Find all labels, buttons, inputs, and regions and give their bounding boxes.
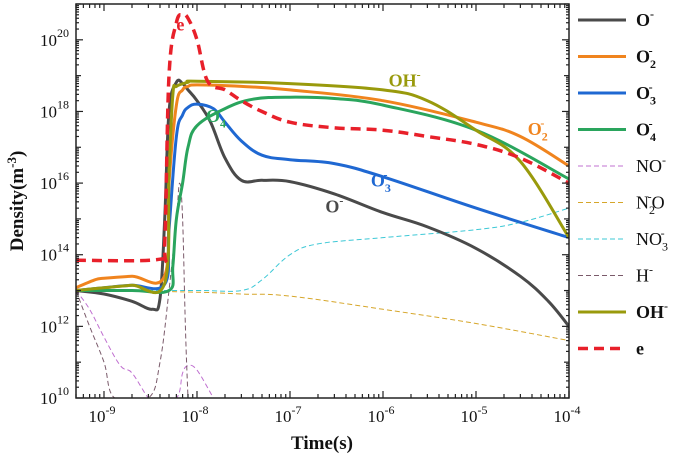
curve-label-2: O3-: [371, 167, 391, 195]
x-tick-label: 10-9: [88, 403, 115, 426]
plot-curves: [76, 12, 569, 398]
legend-label-7: H-: [636, 262, 653, 285]
curve-label-0: O-: [325, 194, 343, 217]
series-line-5: [76, 289, 569, 342]
y-axis-label: Density(m-3): [4, 151, 28, 252]
legend-label-3: O4-: [636, 116, 656, 143]
x-tick-label: 10-4: [554, 403, 581, 426]
legend-label-0: O-: [636, 7, 654, 30]
legend-label-8: OH-: [636, 299, 668, 322]
y-axis: 1010 1012 1014 1016 1018 1020: [40, 3, 569, 408]
curve-annotations: e OH- O4- O2- O3- O-: [176, 15, 547, 217]
legend-label-1: O2-: [636, 43, 656, 71]
x-axis-label: Time(s): [291, 433, 353, 454]
plot-frame: [75, 3, 570, 399]
curve-label-8: OH-: [389, 67, 421, 90]
y-tick-label: 1010: [40, 384, 69, 408]
legend-label-6: NO3-: [636, 226, 668, 254]
series-line-1: [76, 83, 569, 290]
series-line-8: [76, 79, 569, 295]
y-tick-label: 1020: [40, 26, 69, 50]
series-line-7: [76, 182, 189, 398]
curve-label-3: O4-: [206, 103, 226, 131]
legend-label-5: N2-O: [636, 189, 665, 217]
x-tick-label: 10-6: [367, 403, 394, 426]
x-tick-label: 10-8: [181, 403, 208, 426]
legend: O- O2- O3- O4- NO- N2-O NO3- H- OH-e: [578, 7, 668, 359]
y-tick-label: 1014: [40, 241, 69, 265]
curve-label-9: e: [176, 15, 184, 35]
y-tick-label: 1018: [40, 97, 69, 121]
legend-label-9: e: [636, 339, 644, 359]
y-tick-label: 1016: [40, 169, 69, 193]
legend-label-2: O3-: [636, 80, 656, 108]
series-line-6: [76, 207, 569, 292]
curve-label-1: O2-: [528, 116, 548, 143]
y-tick-label: 1012: [40, 312, 69, 336]
legend-label-4: NO-: [636, 153, 666, 176]
x-tick-label: 10-5: [460, 403, 487, 426]
x-axis: 10-9 10-8 10-7 10-6 10-5 10-4: [75, 4, 581, 426]
series-line-2: [76, 102, 569, 292]
series-line-4: [76, 290, 214, 398]
x-tick-label: 10-7: [274, 403, 301, 426]
series-line-9: [76, 12, 569, 265]
series-line-3: [76, 95, 569, 295]
